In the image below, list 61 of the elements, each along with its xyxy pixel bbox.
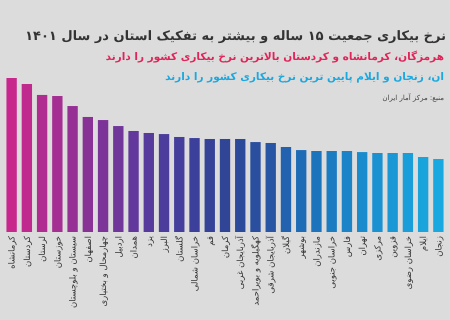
x-tick-label: کرمانشاه	[8, 235, 18, 269]
x-tick-label: اصفهان	[84, 236, 94, 263]
bar	[52, 96, 63, 232]
x-tick-label: چهارمحال و بختیاری	[99, 236, 110, 307]
x-tick-label: لرستان	[38, 236, 48, 262]
x-tick-label: مازندران	[312, 236, 322, 267]
x-tick-label: قم	[206, 236, 216, 246]
x-tick-label: خراسان جنوبی	[328, 236, 338, 289]
x-tick-label: قزوین	[388, 236, 399, 258]
bar	[204, 138, 215, 232]
x-tick-label: خراسان رضوی	[404, 236, 414, 290]
x-tick-label: آذربایجان غربی	[235, 235, 246, 290]
bar	[98, 120, 108, 232]
x-tick-label: گیلان	[280, 235, 292, 254]
x-tick-label: بوشهر	[297, 236, 308, 260]
x-tick-label: کرمان	[221, 235, 231, 258]
x-tick-label: کردستان	[22, 235, 33, 268]
bar	[250, 142, 261, 232]
x-tick-label: تهران	[358, 235, 368, 256]
bar	[235, 138, 246, 232]
bar	[356, 152, 368, 232]
chart-subtitle: هرمزگان، کرمانشاه و کردستان بالاترین نرخ بیکاری کشور را دارند	[106, 50, 444, 63]
x-tick-label: گلستان	[174, 235, 186, 262]
bar	[280, 146, 292, 232]
bar	[6, 78, 17, 232]
bar	[433, 159, 444, 232]
bar	[158, 134, 170, 232]
bar	[326, 150, 337, 232]
x-tick-label: همدان	[130, 236, 140, 258]
x-tick-label: خوزستان	[53, 236, 64, 268]
bar	[342, 150, 352, 232]
bar	[174, 136, 184, 232]
bar	[189, 138, 200, 232]
bar	[82, 116, 94, 232]
bar	[372, 153, 383, 232]
x-tick-label: کهگیلویه و بویراحمد	[250, 235, 262, 306]
chart-title: نرخ بیکاری جمعیت ۱۵ ساله و بیشتر به تفکیک استان در سال ۱۴۰۱	[25, 29, 446, 44]
bar	[311, 150, 322, 232]
x-tick-label: زنجان	[434, 236, 444, 257]
x-tick-label: ایلام	[419, 236, 430, 252]
bar	[67, 106, 78, 232]
bar	[418, 157, 428, 232]
bar	[113, 126, 124, 232]
bar	[266, 142, 276, 232]
x-tick-label: فارس	[342, 236, 353, 258]
bar	[387, 153, 398, 232]
x-tick-label: آذربایجان شرقی	[266, 235, 277, 294]
x-tick-label: یزد	[144, 235, 155, 247]
bar	[128, 130, 139, 232]
annotation: ان، زنجان و ایلام پایین ترین نرخ بیکاری کشور را دارند	[165, 71, 444, 83]
bar	[144, 132, 154, 232]
x-tick-label: اردبیل	[114, 236, 124, 258]
x-tick-label: خراسان شمالی	[190, 236, 201, 292]
bar	[220, 138, 230, 232]
x-tick-label: البرز	[160, 236, 170, 254]
bar	[36, 94, 48, 232]
x-tick-label: سیستان و بلوچستان	[68, 236, 79, 308]
bar	[402, 153, 414, 232]
x-tick-label: مرکزی	[373, 236, 384, 261]
bar	[22, 84, 32, 232]
bar	[296, 150, 306, 232]
